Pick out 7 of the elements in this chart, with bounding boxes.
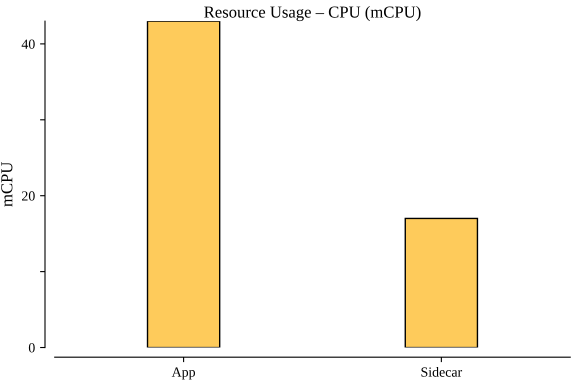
chart-title: Resource Usage – CPU (mCPU) <box>204 6 421 22</box>
y-tick-label: 0 <box>28 343 35 352</box>
y-tick-label: 40 <box>22 39 35 49</box>
y-tick-label: 20 <box>22 191 35 201</box>
x-tick-label: App <box>172 367 196 380</box>
y-axis-title: mCPU <box>1 162 12 207</box>
x-tick-label: Sidecar <box>421 366 462 377</box>
